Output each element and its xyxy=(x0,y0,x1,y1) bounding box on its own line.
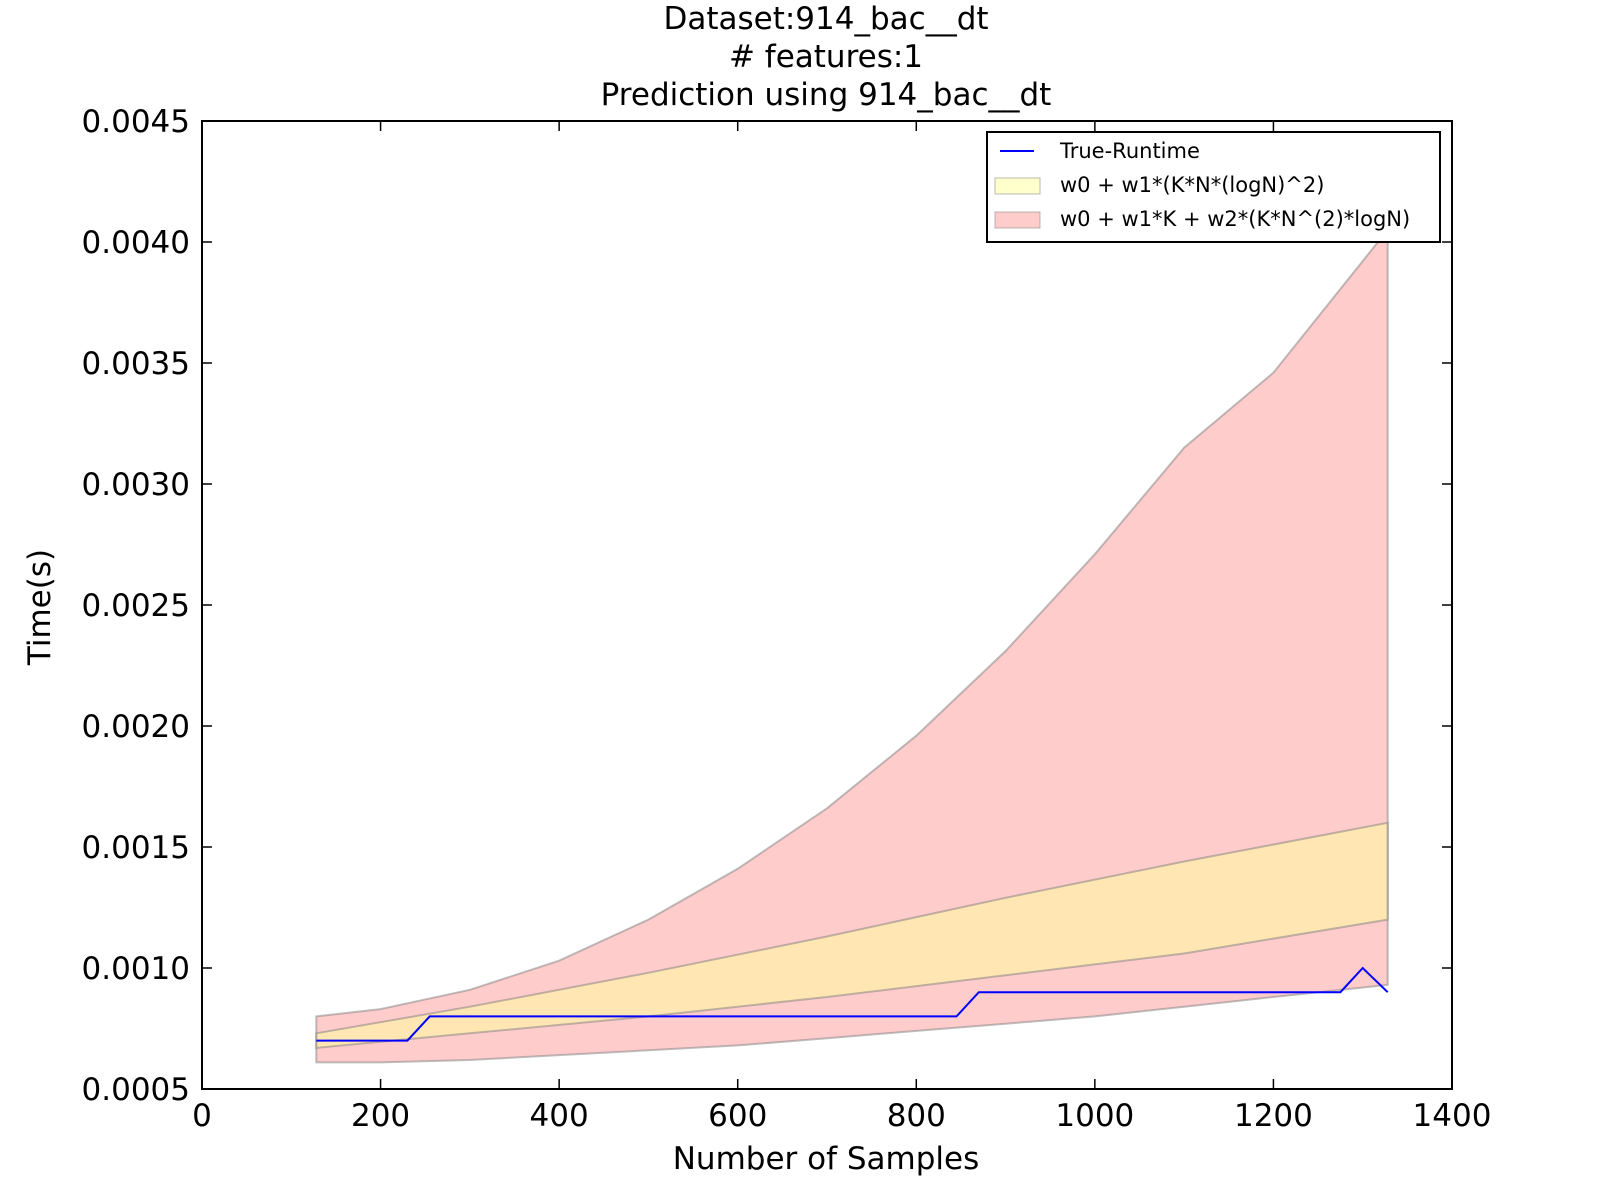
legend-swatch-band-2 xyxy=(994,211,1041,229)
title-line-2: # features:1 xyxy=(729,39,923,75)
y-axis-ticks: 0.0005 0.0010 0.0015 0.0020 0.0025 0.0030 0.00… xyxy=(82,104,1452,1108)
x-tick-label: 1200 xyxy=(1234,1098,1313,1134)
band-series-2 xyxy=(315,227,1389,1064)
line-true-runtime xyxy=(316,966,1389,1042)
legend-swatch-band-1 xyxy=(994,177,1041,195)
y-tick-label: 0.0035 xyxy=(82,346,190,382)
x-tick-label: 0 xyxy=(192,1098,212,1134)
y-tick-label: 0.0015 xyxy=(82,830,190,866)
band-series-1 xyxy=(315,821,1389,1049)
x-tick-label: 1400 xyxy=(1413,1098,1492,1134)
y-tick-label: 0.0020 xyxy=(82,709,190,745)
y-tick-label: 0.0005 xyxy=(82,1072,190,1108)
legend-label-band-1: w0 + w1*(K*N*(logN)^2) xyxy=(1060,173,1324,197)
y-tick-label: 0.0010 xyxy=(82,951,190,987)
legend-box xyxy=(986,131,1441,243)
legend-label-true-runtime: True-Runtime xyxy=(1059,139,1200,163)
legend-label-band-2: w0 + w1*K + w2*(K*N^(2)*logN) xyxy=(1060,207,1410,231)
y-tick-label: 0.0040 xyxy=(82,225,190,261)
y-axis-label: Time(s) xyxy=(22,549,58,666)
x-axis-label: Number of Samples xyxy=(673,1141,980,1177)
x-tick-label: 400 xyxy=(530,1098,589,1134)
chart-title: Dataset:914_bac__dt # features:1 Predict… xyxy=(601,1,1052,113)
title-line-3: Prediction using 914_bac__dt xyxy=(601,77,1052,113)
legend: True-Runtime w0 + w1*(K*N*(logN)^2) w0 +… xyxy=(986,131,1441,243)
x-tick-label: 200 xyxy=(351,1098,410,1134)
x-tick-label: 600 xyxy=(708,1098,767,1134)
x-axis-ticks: 0 200 400 600 800 1000 1200 1400 xyxy=(192,121,1491,1134)
y-tick-label: 0.0030 xyxy=(82,467,190,503)
title-line-1: Dataset:914_bac__dt xyxy=(663,1,988,37)
y-tick-label: 0.0025 xyxy=(82,588,190,624)
y-tick-label: 0.0045 xyxy=(82,104,190,140)
x-tick-label: 800 xyxy=(887,1098,946,1134)
x-tick-label: 1000 xyxy=(1055,1098,1134,1134)
